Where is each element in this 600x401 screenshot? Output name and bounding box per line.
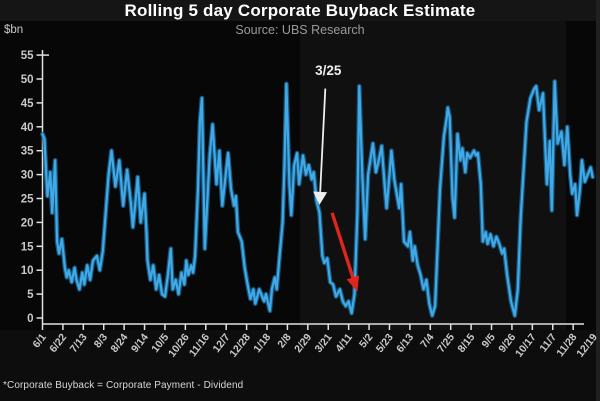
chart-source: Source: UBS Research bbox=[235, 23, 365, 37]
x-tick-label: 6/22 bbox=[47, 331, 69, 355]
callout-arrowhead-icon bbox=[313, 191, 328, 205]
y-tick-label: 10 bbox=[21, 265, 34, 277]
red-arrow-head-icon bbox=[346, 275, 360, 292]
right-edge-strip bbox=[596, 0, 600, 401]
x-tick-label: 12/28 bbox=[227, 331, 253, 359]
x-tick-label: 7/25 bbox=[435, 331, 457, 355]
x-tick-label: 8/15 bbox=[455, 331, 477, 355]
footnote: *Corporate Buyback = Corporate Payment -… bbox=[3, 380, 244, 391]
y-tick-label: 40 bbox=[21, 122, 34, 134]
callout-label: 3/25 bbox=[315, 63, 342, 78]
y-tick-label: 30 bbox=[21, 170, 34, 182]
y-tick-label: 15 bbox=[21, 241, 34, 253]
series-line bbox=[41, 80, 594, 317]
y-axis-unit-label: $bn bbox=[4, 24, 24, 36]
x-tick-label: 6/13 bbox=[394, 331, 416, 355]
x-tick-label: 9/14 bbox=[129, 331, 151, 355]
y-tick-label: 20 bbox=[21, 217, 34, 229]
y-tick-label: 5 bbox=[27, 289, 34, 301]
y-tick-label: 55 bbox=[21, 50, 34, 62]
x-tick-label: 7/13 bbox=[68, 331, 90, 355]
chart-title: Rolling 5 day Corporate Buyback Estimate bbox=[124, 1, 476, 20]
y-tick-label: 35 bbox=[21, 146, 34, 158]
title-band bbox=[0, 0, 600, 21]
y-tick-label: 0 bbox=[27, 313, 33, 325]
y-tick-label: 25 bbox=[21, 194, 34, 206]
x-tick-label: 5/23 bbox=[374, 331, 396, 355]
x-tick-label: 4/11 bbox=[333, 331, 355, 354]
x-tick-label: 2/29 bbox=[292, 331, 314, 355]
x-tick-label: 12/19 bbox=[574, 331, 600, 359]
x-tick-label: 1/18 bbox=[251, 331, 273, 355]
callout-line bbox=[319, 88, 327, 192]
x-tick-label: 10/17 bbox=[513, 331, 539, 359]
x-tick-label: 8/24 bbox=[108, 331, 130, 355]
x-tick-label: 11/28 bbox=[554, 331, 579, 359]
y-tick-label: 45 bbox=[21, 98, 34, 110]
red-arrow-line bbox=[330, 212, 356, 283]
x-tick-label: 11/16 bbox=[187, 331, 212, 359]
x-tick-label: 10/26 bbox=[166, 331, 192, 359]
x-tick-label: 3/21 bbox=[313, 331, 335, 355]
y-tick-label: 50 bbox=[21, 74, 34, 86]
axis-label-band bbox=[0, 330, 600, 401]
